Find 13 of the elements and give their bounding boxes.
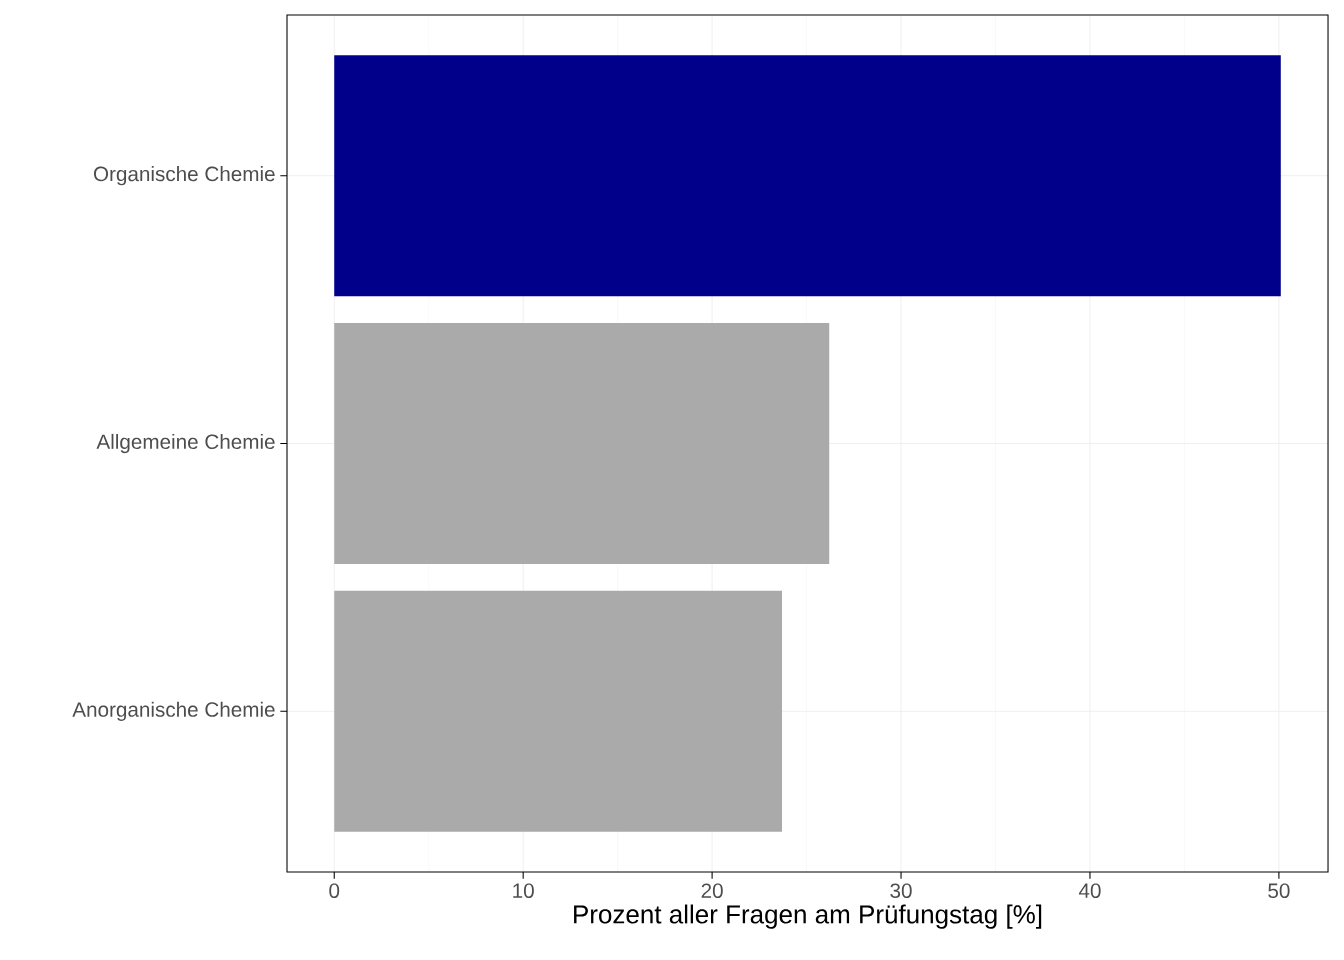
x-axis-title: Prozent aller Fragen am Prüfungstag [%] — [574, 904, 1042, 929]
x-tick-label: 40 — [1078, 883, 1101, 899]
x-tick-label: 30 — [890, 883, 912, 899]
y-tick-label: Allgemeine Chemie — [96, 433, 275, 454]
x-tick-label: 20 — [701, 883, 723, 899]
x-tick-label: 0 — [329, 883, 340, 899]
bar — [334, 55, 1281, 297]
y-tick-label: Anorganische Chemie — [72, 701, 275, 721]
x-tick-label: 10 — [513, 883, 534, 899]
bar — [334, 590, 783, 832]
bar — [334, 322, 830, 565]
y-tick-label: Organische Chemie — [93, 166, 275, 186]
x-tick-label: 50 — [1268, 883, 1290, 899]
